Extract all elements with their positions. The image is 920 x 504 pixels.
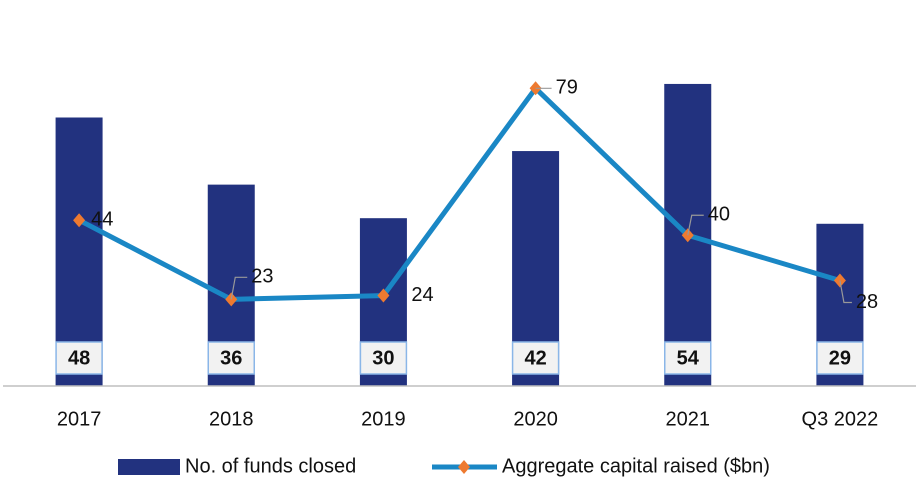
leader-line [687, 214, 704, 236]
data-label: 23 [251, 266, 273, 288]
leader-line [839, 280, 852, 304]
legend-marker [458, 460, 470, 474]
data-label-box [359, 341, 408, 375]
data-label: 28 [856, 291, 878, 313]
marker [73, 213, 86, 228]
data-label: 54 [677, 347, 700, 369]
data-label: 42 [524, 347, 546, 369]
data-label-box [664, 341, 712, 375]
data-label: 48 [68, 347, 90, 369]
legend-label: No. of funds closed [185, 455, 356, 477]
x-tick-label: 2017 [57, 408, 102, 430]
leader-line [230, 276, 248, 300]
data-label-box [55, 341, 103, 375]
x-tick-label: 2019 [361, 408, 406, 430]
data-label-box [511, 341, 560, 375]
data-label: 30 [372, 347, 394, 369]
data-label-box [816, 341, 864, 375]
line [77, 85, 841, 302]
x-tick-label: 2020 [513, 408, 558, 430]
data-label: 44 [91, 208, 113, 230]
x-tick-label: 2018 [209, 408, 254, 430]
data-label: 40 [708, 204, 730, 226]
data-label: 24 [411, 284, 433, 306]
data-label-box [207, 341, 255, 375]
legend-label: Aggregate capital raised ($bn) [502, 455, 770, 477]
legend-swatch [118, 459, 180, 475]
data-label: 36 [220, 347, 242, 369]
data-label: 29 [829, 347, 851, 369]
x-tick-label: 2021 [666, 408, 711, 430]
data-label: 79 [556, 77, 578, 99]
x-tick-label: Q3 2022 [802, 408, 879, 430]
marker [377, 288, 390, 303]
